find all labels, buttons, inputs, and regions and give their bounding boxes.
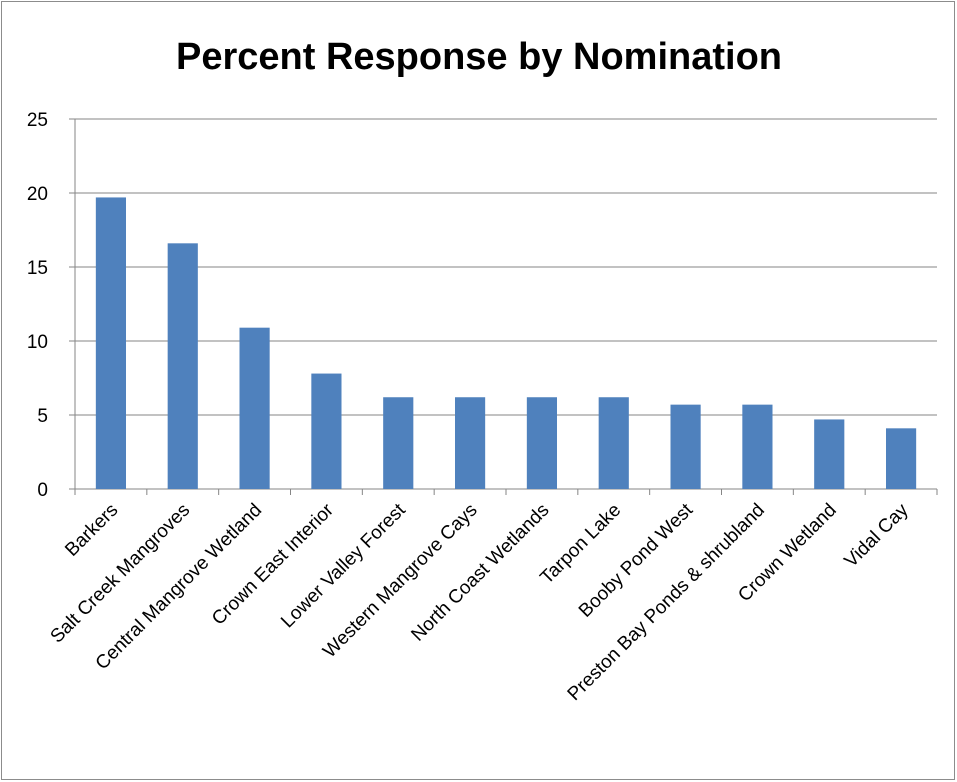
x-category-label: Lower Valley Forest xyxy=(277,499,410,632)
x-category-label: Vidal Cay xyxy=(841,499,913,571)
bar xyxy=(885,428,917,489)
x-category-label: Salt Creek Mangroves xyxy=(47,500,195,648)
bar xyxy=(742,404,773,489)
bar xyxy=(454,397,486,489)
y-tick-label: 25 xyxy=(27,110,48,131)
x-category-label: Barkers xyxy=(61,500,122,561)
bar xyxy=(598,397,629,489)
chart-title: Percent Response by Nomination xyxy=(175,36,782,78)
y-tick-label: 20 xyxy=(27,184,48,205)
y-tick-label: 10 xyxy=(27,332,48,353)
x-category-label: Crown East Interior xyxy=(208,499,338,629)
bar xyxy=(95,197,127,489)
bar xyxy=(814,419,845,489)
bar xyxy=(311,373,342,489)
y-tick-label: 0 xyxy=(37,480,48,501)
y-tick-label: 5 xyxy=(37,406,48,427)
bar xyxy=(167,243,198,489)
bar xyxy=(383,397,414,489)
bar xyxy=(670,404,701,489)
y-tick-label: 15 xyxy=(27,258,48,279)
x-category-label: North Coast Wetlands xyxy=(407,500,553,646)
bar xyxy=(526,397,558,489)
bar xyxy=(239,327,270,489)
